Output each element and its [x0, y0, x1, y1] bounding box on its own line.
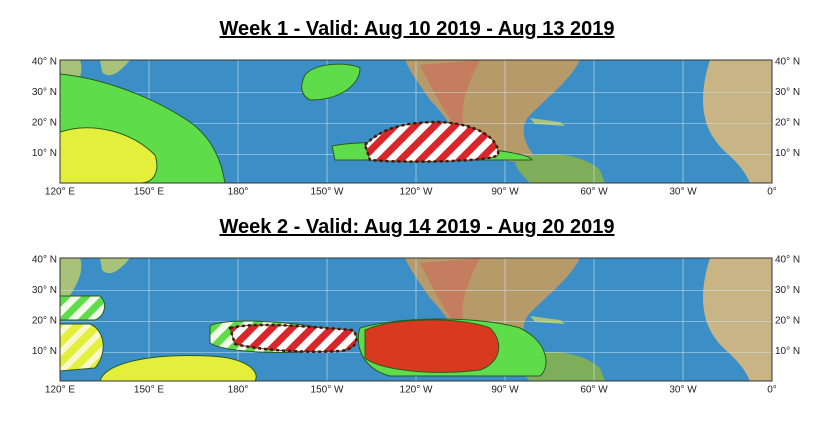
land-asia — [60, 60, 130, 110]
lon-label: 90° W — [491, 187, 519, 198]
lon-label: 150° E — [134, 187, 164, 198]
risk-area-green — [301, 63, 361, 101]
lat-label: 30° N — [32, 285, 57, 296]
lon-label: 120° E — [45, 385, 75, 396]
lon-label: 120° W — [400, 385, 433, 396]
lat-label: 20° N — [32, 316, 57, 327]
risk-area-green-hatched — [59, 295, 106, 321]
map-title: Week 1 - Valid: Aug 10 2019 - Aug 13 201… — [220, 18, 615, 40]
lon-label: 150° W — [311, 385, 344, 396]
lat-label: 10° N — [32, 148, 57, 159]
risk-area-yellow-hatched — [59, 323, 104, 372]
lon-label: 150° E — [134, 385, 164, 396]
risk-area-yellow — [99, 355, 257, 382]
risk-area-yellow — [59, 127, 158, 184]
lat-label: 10° N — [775, 148, 800, 159]
map-panel — [59, 59, 773, 184]
land-caribbean — [530, 118, 565, 126]
lat-label: 10° N — [32, 346, 57, 357]
map-frame — [59, 59, 773, 184]
lon-label: 30° W — [669, 385, 697, 396]
map-frame — [59, 257, 773, 382]
lat-label: 40° N — [775, 255, 800, 266]
lat-label: 20° N — [775, 118, 800, 129]
lon-label: 120° W — [400, 187, 433, 198]
lat-label: 40° N — [775, 57, 800, 68]
land-mountains — [420, 258, 480, 338]
lat-label: 40° N — [32, 57, 57, 68]
land-africa — [703, 258, 772, 381]
lat-label: 10° N — [775, 346, 800, 357]
map-title: Week 2 - Valid: Aug 14 2019 - Aug 20 201… — [220, 216, 615, 238]
lon-label: 0° — [767, 187, 777, 198]
lat-label: 30° N — [775, 285, 800, 296]
lon-label: 90° W — [491, 385, 519, 396]
lon-label: 60° W — [580, 187, 608, 198]
lon-label: 150° W — [311, 187, 344, 198]
lat-label: 40° N — [32, 255, 57, 266]
lat-label: 30° N — [32, 87, 57, 98]
lon-label: 180° — [228, 385, 249, 396]
land-mountains — [420, 60, 480, 140]
lon-label: 30° W — [669, 187, 697, 198]
risk-area-red — [364, 319, 500, 373]
land-caribbean — [530, 316, 565, 324]
lon-label: 180° — [228, 187, 249, 198]
land-south-america — [515, 154, 605, 183]
risk-outline — [228, 323, 358, 353]
lon-label: 0° — [767, 385, 777, 396]
lon-label: 120° E — [45, 187, 75, 198]
lat-label: 20° N — [32, 118, 57, 129]
lon-label: 60° W — [580, 385, 608, 396]
map-panel — [59, 257, 773, 382]
risk-area-red-hatched — [364, 121, 499, 163]
land-asia — [60, 258, 130, 308]
lat-label: 30° N — [775, 87, 800, 98]
land-africa — [703, 60, 772, 183]
lat-label: 20° N — [775, 316, 800, 327]
